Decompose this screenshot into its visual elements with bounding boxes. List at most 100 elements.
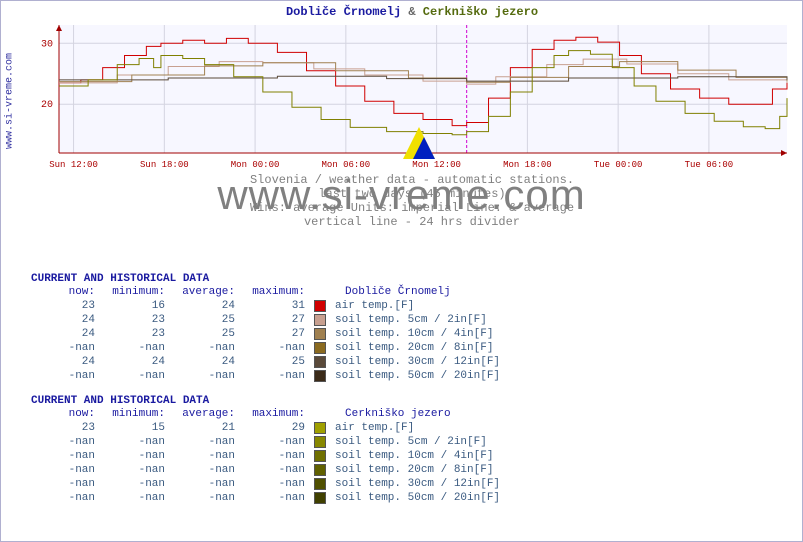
val-now: 24 xyxy=(31,313,101,327)
val-avg: -nan xyxy=(171,477,241,491)
val-max: 25 xyxy=(241,355,311,369)
val-now: -nan xyxy=(31,463,101,477)
col-header: maximum: xyxy=(241,286,311,299)
svg-text:Sun 12:00: Sun 12:00 xyxy=(49,160,98,170)
table-row: -nan-nan-nan-nansoil temp. 50cm / 20in[F… xyxy=(31,491,501,505)
val-max: -nan xyxy=(241,449,311,463)
col-header: now: xyxy=(31,286,101,299)
station-name: Cerkniško jezero xyxy=(331,408,501,421)
row-label: air temp.[F] xyxy=(331,299,501,313)
title-ampersand: & xyxy=(408,5,415,19)
table-row: -nan-nan-nan-nansoil temp. 50cm / 20in[F… xyxy=(31,369,501,383)
caption-line: Wins: average Units: imperial Line: & av… xyxy=(27,201,797,215)
col-header: now: xyxy=(31,408,101,421)
title-station-b: Cerkniško jezero xyxy=(423,5,538,19)
val-max: 31 xyxy=(241,299,311,313)
val-max: 29 xyxy=(241,421,311,435)
data-table-1: now:minimum:average:maximum: Dobliče Črno… xyxy=(31,286,501,383)
svg-text:Mon 00:00: Mon 00:00 xyxy=(231,160,280,170)
table-row: -nan-nan-nan-nansoil temp. 30cm / 12in[F… xyxy=(31,477,501,491)
val-avg: 24 xyxy=(171,299,241,313)
table-row: 24232527soil temp. 10cm / 4in[F] xyxy=(31,327,501,341)
val-now: -nan xyxy=(31,369,101,383)
svg-text:Mon 12:00: Mon 12:00 xyxy=(412,160,461,170)
svg-text:Mon 06:00: Mon 06:00 xyxy=(322,160,371,170)
watermark-logo-icon xyxy=(403,127,435,159)
val-now: 23 xyxy=(31,299,101,313)
color-swatch-icon xyxy=(314,370,326,382)
val-avg: -nan xyxy=(171,449,241,463)
val-min: -nan xyxy=(101,491,171,505)
val-now: 23 xyxy=(31,421,101,435)
row-label: soil temp. 5cm / 2in[F] xyxy=(331,313,501,327)
row-label: soil temp. 50cm / 20in[F] xyxy=(331,369,501,383)
chart-title: Dobliče Črnomelj & Cerkniško jezero xyxy=(27,3,797,23)
table-row: -nan-nan-nan-nansoil temp. 5cm / 2in[F] xyxy=(31,435,501,449)
val-avg: 24 xyxy=(171,355,241,369)
color-swatch-icon xyxy=(314,464,326,476)
val-max: -nan xyxy=(241,477,311,491)
val-now: 24 xyxy=(31,355,101,369)
col-header: minimum: xyxy=(101,286,171,299)
station-name: Dobliče Črnomelj xyxy=(331,286,501,299)
table-heading: CURRENT AND HISTORICAL DATA xyxy=(31,273,771,285)
color-swatch-icon xyxy=(314,450,326,462)
col-header: maximum: xyxy=(241,408,311,421)
val-min: -nan xyxy=(101,477,171,491)
color-swatch-icon xyxy=(314,492,326,504)
val-max: -nan xyxy=(241,435,311,449)
data-table-2: now:minimum:average:maximum:Cerkniško je… xyxy=(31,408,501,505)
row-label: air temp.[F] xyxy=(331,421,501,435)
svg-text:Mon 18:00: Mon 18:00 xyxy=(503,160,552,170)
val-avg: 25 xyxy=(171,327,241,341)
val-now: -nan xyxy=(31,435,101,449)
val-min: 15 xyxy=(101,421,171,435)
svg-text:Tue 00:00: Tue 00:00 xyxy=(594,160,643,170)
caption-line: Slovenia / weather data - automatic stat… xyxy=(27,173,797,187)
color-swatch-icon xyxy=(314,478,326,490)
val-min: -nan xyxy=(101,341,171,355)
row-label: soil temp. 20cm / 8in[F] xyxy=(331,341,501,355)
val-max: -nan xyxy=(241,341,311,355)
caption-line: vertical line - 24 hrs divider xyxy=(27,215,797,229)
val-avg: -nan xyxy=(171,435,241,449)
svg-text:Sun 18:00: Sun 18:00 xyxy=(140,160,189,170)
val-avg: 25 xyxy=(171,313,241,327)
table-row: 23162431air temp.[F] xyxy=(31,299,501,313)
val-now: 24 xyxy=(31,327,101,341)
val-avg: 21 xyxy=(171,421,241,435)
color-swatch-icon xyxy=(314,314,326,326)
val-max: 27 xyxy=(241,327,311,341)
table-row: 24242425soil temp. 30cm / 12in[F] xyxy=(31,355,501,369)
val-min: 23 xyxy=(101,313,171,327)
row-label: soil temp. 10cm / 4in[F] xyxy=(331,449,501,463)
val-min: -nan xyxy=(101,463,171,477)
data-tables: CURRENT AND HISTORICAL DATA now:minimum:… xyxy=(31,265,771,505)
val-avg: -nan xyxy=(171,341,241,355)
site-link-vertical[interactable]: www.si-vreme.com xyxy=(3,1,17,201)
val-now: -nan xyxy=(31,449,101,463)
val-min: -nan xyxy=(101,449,171,463)
val-avg: -nan xyxy=(171,491,241,505)
color-swatch-icon xyxy=(314,300,326,312)
title-station-a: Dobliče Črnomelj xyxy=(286,5,401,19)
val-max: -nan xyxy=(241,463,311,477)
row-label: soil temp. 50cm / 20in[F] xyxy=(331,491,501,505)
color-swatch-icon xyxy=(314,328,326,340)
val-min: -nan xyxy=(101,369,171,383)
val-min: 24 xyxy=(101,355,171,369)
val-now: -nan xyxy=(31,477,101,491)
val-now: -nan xyxy=(31,341,101,355)
col-header: minimum: xyxy=(101,408,171,421)
chart-area: Dobliče Črnomelj & Cerkniško jezero Sun … xyxy=(27,3,797,199)
col-header: average: xyxy=(171,286,241,299)
val-max: 27 xyxy=(241,313,311,327)
row-label: soil temp. 30cm / 12in[F] xyxy=(331,477,501,491)
table-row: -nan-nan-nan-nansoil temp. 20cm / 8in[F] xyxy=(31,341,501,355)
val-min: -nan xyxy=(101,435,171,449)
svg-text:30: 30 xyxy=(41,39,53,50)
color-swatch-icon xyxy=(314,422,326,434)
val-max: -nan xyxy=(241,491,311,505)
color-swatch-icon xyxy=(314,356,326,368)
table-row: -nan-nan-nan-nansoil temp. 10cm / 4in[F] xyxy=(31,449,501,463)
